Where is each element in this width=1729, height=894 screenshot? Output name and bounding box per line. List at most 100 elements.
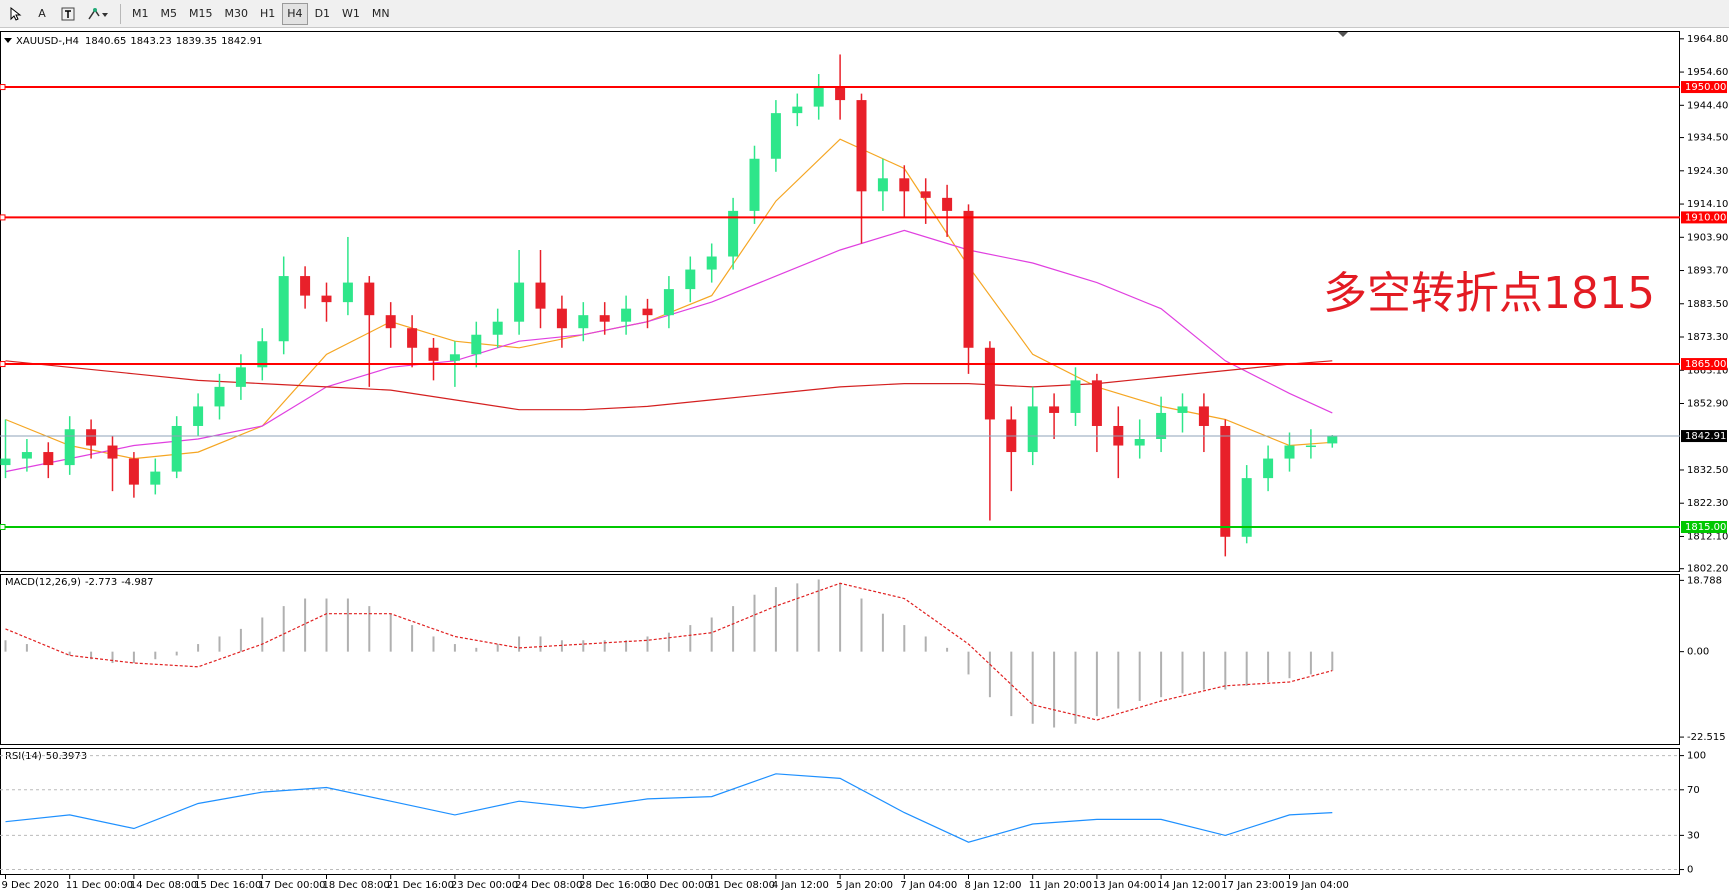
high-reading: 1843.23 — [130, 36, 171, 47]
candle-body — [43, 452, 54, 466]
timeframe-button[interactable]: M1 — [132, 7, 149, 20]
signal-line — [5, 582, 1333, 721]
candle-body — [235, 367, 246, 387]
x-tick-label: 15 Dec 16:00 — [194, 880, 261, 891]
x-tick-label: 23 Dec 00:00 — [451, 880, 518, 891]
y-tick-label: 1954.60 — [1687, 67, 1728, 78]
level-box — [1681, 358, 1727, 371]
candle-body — [770, 113, 781, 159]
y-tick-label: 1873.30 — [1687, 332, 1728, 343]
y-tick-label: 30 — [1687, 830, 1700, 841]
x-tick-label: 14 Dec 08:00 — [130, 880, 197, 891]
moving-average — [5, 229, 1333, 473]
timeframe-button[interactable]: M5 — [160, 7, 178, 20]
level-label: 1815.00 — [1685, 522, 1726, 533]
rsi-reading: 50.3973 — [46, 751, 87, 762]
candle-body — [1198, 406, 1209, 426]
symbol: XAUUSD-,H4 — [16, 36, 79, 47]
level-label: 1865.00 — [1685, 359, 1726, 370]
candle-body — [64, 429, 75, 466]
y-tick-label: 1863.10 — [1687, 365, 1728, 376]
candle-body — [0, 458, 11, 466]
candle-body — [728, 210, 739, 257]
candle-body — [792, 106, 803, 114]
shapes-tool[interactable] — [82, 3, 114, 25]
candle-body — [150, 471, 161, 485]
candle-body — [963, 210, 974, 348]
candle-body — [214, 386, 225, 407]
x-tick-label: 31 Dec 08:00 — [708, 880, 775, 891]
shift-marker — [1338, 32, 1348, 37]
candle-body — [1134, 439, 1145, 446]
candle-body — [621, 308, 632, 322]
rsi-header: RSI(14) 50.3973 — [5, 751, 87, 762]
y-tick-label: 1822.30 — [1687, 498, 1728, 509]
x-tick-label: 17 Dec 00:00 — [258, 880, 325, 891]
candle-body — [449, 354, 460, 361]
current-price-box — [1681, 430, 1727, 443]
timeframe-button[interactable]: H4 — [282, 2, 308, 25]
y-tick-label: 1924.30 — [1687, 166, 1728, 177]
y-tick-label: 1944.40 — [1687, 100, 1728, 111]
candle-body — [407, 328, 418, 348]
x-tick-label: 21 Dec 16:00 — [387, 880, 454, 891]
y-tick-label: 1832.50 — [1687, 465, 1728, 476]
candle-body — [1177, 406, 1188, 413]
candle-body — [642, 308, 653, 316]
candle-body — [385, 315, 396, 329]
x-tick-label: 13 Jan 04:00 — [1093, 880, 1156, 891]
text-tool[interactable]: A — [38, 7, 46, 20]
cursor-icon — [10, 6, 22, 21]
x-tick-label: 4 Jan 12:00 — [772, 880, 829, 891]
y-tick-label: 1812.10 — [1687, 531, 1728, 542]
candle-body — [920, 191, 931, 198]
x-tick-label: 19 Jan 04:00 — [1286, 880, 1349, 891]
candle-body — [942, 197, 953, 211]
header-arrow — [4, 38, 12, 43]
candle-body — [364, 282, 375, 316]
timeframe-button[interactable]: H1 — [260, 7, 276, 20]
candle-body — [706, 256, 717, 270]
y-tick-label: 1883.50 — [1687, 299, 1728, 310]
x-tick-label: 18 Dec 08:00 — [323, 880, 390, 891]
level-box — [1681, 521, 1727, 534]
cursor-tool[interactable] — [4, 3, 28, 25]
x-tick-label: 7 Jan 04:00 — [900, 880, 957, 891]
timeframes: M1 M5 M15 M30 H1 H4 D1 W1 MN — [127, 2, 395, 25]
candle-body — [1156, 412, 1167, 440]
rsi-panel — [0, 748, 1680, 875]
annotation: 多空转折点1815 — [1323, 268, 1655, 319]
x-tick-label: 14 Jan 12:00 — [1157, 880, 1220, 891]
candle-body — [514, 282, 525, 322]
candle-body — [663, 289, 674, 316]
label-tool[interactable] — [56, 3, 80, 25]
timeframe-button[interactable]: MN — [371, 7, 390, 20]
candle-body — [1027, 406, 1038, 453]
level-handle — [0, 524, 6, 531]
level-handle — [0, 361, 6, 368]
candle-body — [685, 269, 696, 290]
candle-body — [257, 341, 268, 368]
level-box — [1681, 211, 1727, 224]
timeframe-button[interactable]: W1 — [342, 7, 360, 20]
timeframe-button[interactable]: M15 — [189, 7, 213, 20]
x-tick-label: 11 Dec 00:00 — [66, 880, 133, 891]
timeframe-button[interactable]: D1 — [314, 7, 331, 20]
candle-body — [749, 158, 760, 211]
candle-body — [171, 425, 182, 472]
candle-body — [856, 100, 867, 192]
candle-body — [1049, 406, 1060, 413]
open-reading: 1840.65 — [85, 36, 126, 47]
y-tick-label: 18.788 — [1687, 575, 1722, 586]
level-handle — [0, 214, 6, 221]
timeframe-button[interactable]: M30 — [224, 7, 249, 20]
candle-body — [321, 295, 332, 303]
y-tick-label: 1893.70 — [1687, 266, 1728, 277]
candle-body — [899, 178, 910, 192]
candle-body — [1305, 445, 1316, 448]
candle-body — [535, 282, 546, 309]
candle-body — [835, 87, 846, 101]
toolbar: A M1 M5 M15 M30 H1 H4 D1 W1 MN — [0, 0, 1729, 28]
